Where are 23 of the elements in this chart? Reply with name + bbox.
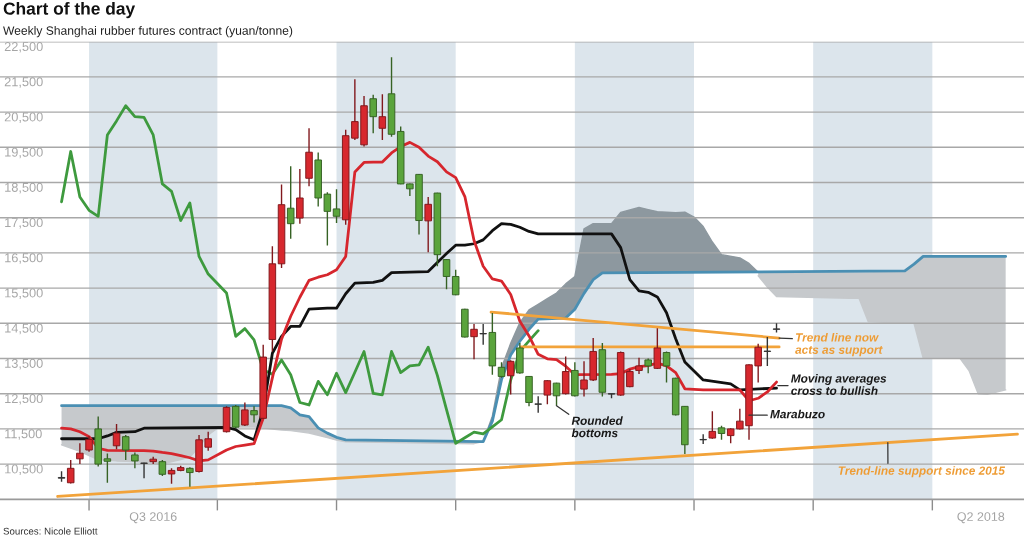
y-tick-label: 17,500	[5, 218, 43, 229]
y-tick-label: 22,500	[4, 42, 43, 53]
annotation: Trend line now acts as support	[795, 332, 883, 357]
y-tick-label: 16,500	[5, 253, 43, 264]
annotation: Rounded bottoms	[571, 416, 623, 438]
chart-subtitle: Weekly Shanghai rubber futures contract (yuan/tonne)	[3, 26, 293, 38]
y-tick-label: 20,500	[4, 112, 43, 123]
x-tick-label: Q3 2016	[129, 512, 177, 524]
annotation: Marabuzo	[770, 409, 825, 419]
y-tick-label: 21,500	[4, 77, 43, 88]
y-tick-label: 14,500	[5, 323, 43, 335]
x-tick-label: Q2 2018	[957, 512, 1005, 524]
y-tick-label: 11,500	[5, 429, 42, 440]
y-tick-label: 15,500	[5, 288, 43, 299]
y-tick-label: 10,500	[5, 464, 43, 475]
y-tick-label: 19,500	[5, 147, 43, 159]
y-tick-label: 12,500	[5, 394, 43, 405]
chart-title: Chart of the day	[3, 2, 136, 19]
y-tick-label: 13,500	[5, 358, 43, 370]
annotation: Trend-line support since 2015	[838, 466, 1006, 478]
annotation: Moving averages cross to bullish	[791, 373, 887, 395]
source-note: Sources: Nicole Elliott	[3, 527, 98, 535]
y-tick-label: 18,500	[5, 182, 43, 194]
